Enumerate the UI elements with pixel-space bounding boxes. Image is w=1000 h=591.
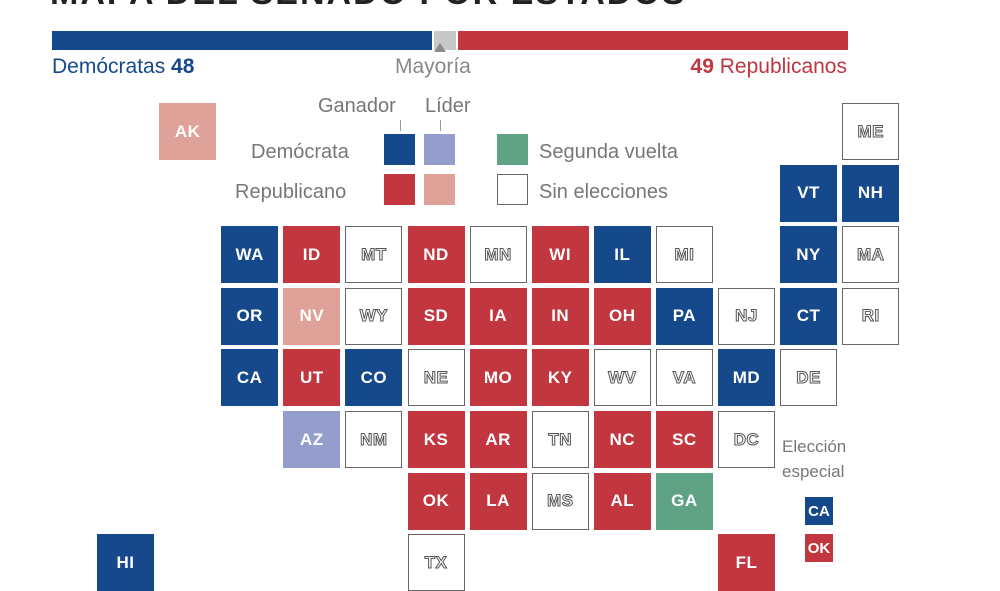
- state-tile-tx: TX: [407, 534, 465, 591]
- dem-count: 48: [171, 55, 195, 78]
- page-title: MAPA DEL SENADO POR ESTADOS: [50, 0, 686, 13]
- state-tile-az: AZ: [283, 411, 341, 468]
- state-tile-nj: NJ: [718, 287, 775, 345]
- state-tile-vt: VT: [780, 164, 838, 222]
- state-tile-nh: NH: [842, 164, 900, 222]
- state-tile-dc: DC: [718, 411, 775, 468]
- legend-leader-tick: [440, 120, 441, 131]
- state-tile-hi: HI: [97, 534, 154, 591]
- state-tile-ca: CA: [221, 349, 279, 407]
- state-tile-tn: TN: [531, 411, 589, 468]
- state-tile-ne: NE: [407, 349, 465, 407]
- legend-winner-label: Ganador: [318, 95, 396, 117]
- state-tile-mn: MN: [469, 226, 527, 284]
- state-tile-il: IL: [593, 226, 651, 284]
- state-tile-va: VA: [655, 349, 713, 407]
- rep-label: Republicanos: [719, 55, 847, 78]
- state-tile-ks: KS: [407, 411, 465, 468]
- state-tile-ar: AR: [469, 411, 527, 468]
- legend-democrat-label: Demócrata: [251, 141, 349, 163]
- legend-leader-label: Líder: [425, 95, 471, 117]
- state-tile-nc: NC: [593, 411, 651, 468]
- rep-seats-bar: [457, 31, 848, 50]
- legend-dem-leader-swatch: [424, 134, 455, 165]
- state-tile-me: ME: [842, 103, 900, 160]
- special-tile-ca: CA: [805, 497, 833, 525]
- state-tile-wi: WI: [531, 226, 589, 284]
- legend-runoff-label: Segunda vuelta: [539, 141, 679, 163]
- state-tile-mo: MO: [469, 349, 527, 407]
- state-tile-sd: SD: [407, 287, 465, 345]
- majority-marker-icon: [434, 43, 446, 52]
- state-tile-md: MD: [718, 349, 775, 407]
- state-tile-wa: WA: [221, 226, 279, 284]
- state-tile-ga: GA: [655, 472, 713, 530]
- special-election-line1: Elección: [782, 437, 847, 456]
- dem-seats-bar: [52, 31, 433, 50]
- state-tile-ia: IA: [469, 287, 527, 345]
- state-tile-al: AL: [593, 472, 651, 530]
- majority-label: Mayoría: [395, 55, 471, 78]
- state-tile-la: LA: [469, 472, 527, 530]
- legend-runoff-swatch: [497, 134, 528, 165]
- state-tile-ct: CT: [780, 287, 838, 345]
- state-tile-wv: WV: [593, 349, 651, 407]
- state-tile-ut: UT: [283, 349, 341, 407]
- state-tile-ok: OK: [407, 472, 465, 530]
- state-tile-in: IN: [531, 287, 589, 345]
- state-tile-fl: FL: [718, 534, 775, 591]
- legend-republican-label: Republicano: [235, 181, 347, 203]
- state-tile-nd: ND: [407, 226, 465, 284]
- special-election-line2: especial: [782, 462, 845, 481]
- state-tile-or: OR: [221, 287, 279, 345]
- state-tile-ms: MS: [531, 472, 589, 530]
- state-tile-oh: OH: [593, 287, 651, 345]
- state-tile-ky: KY: [531, 349, 589, 407]
- state-tile-id: ID: [283, 226, 341, 284]
- state-tile-wy: WY: [345, 287, 403, 345]
- dem-summary: Demócratas 48: [52, 55, 194, 79]
- state-tile-de: DE: [780, 349, 838, 407]
- rep-count: 49: [690, 55, 714, 78]
- state-tile-mi: MI: [655, 226, 713, 284]
- state-tile-ak: AK: [159, 103, 217, 160]
- legend-rep-leader-swatch: [424, 174, 455, 205]
- legend-none-label: Sin elecciones: [539, 181, 668, 203]
- state-tile-ri: RI: [842, 287, 900, 345]
- rep-summary: 49 Republicanos: [691, 55, 847, 79]
- state-tile-co: CO: [345, 349, 403, 407]
- state-tile-nv: NV: [283, 287, 341, 345]
- state-tile-pa: PA: [655, 287, 713, 345]
- state-tile-ma: MA: [842, 226, 900, 284]
- legend-rep-winner-swatch: [384, 174, 415, 205]
- legend-dem-winner-swatch: [384, 134, 415, 165]
- state-tile-mt: MT: [345, 226, 403, 284]
- state-tile-ny: NY: [780, 226, 838, 284]
- state-tile-sc: SC: [655, 411, 713, 468]
- special-tile-ok: OK: [805, 534, 833, 562]
- dem-label: Demócratas: [52, 55, 166, 78]
- legend-none-swatch: [497, 174, 528, 205]
- legend-winner-tick: [400, 120, 401, 131]
- state-tile-nm: NM: [345, 411, 403, 468]
